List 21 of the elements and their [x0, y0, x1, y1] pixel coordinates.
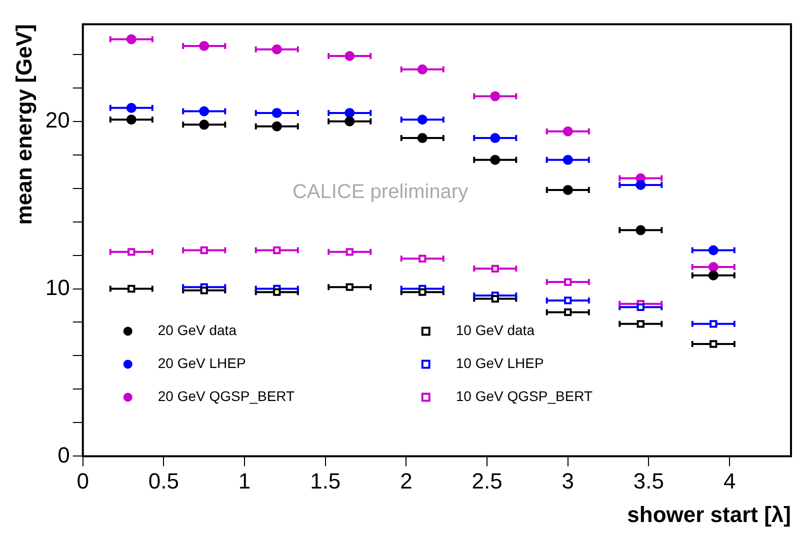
y-axis-title: mean energy [GeV]: [11, 24, 36, 225]
x-tick-label: 2: [400, 468, 412, 494]
legend-label: 20 GeV QGSP_BERT: [158, 388, 296, 404]
y-tick-label: 0: [58, 442, 70, 468]
legend-label: 20 GeV data: [158, 322, 237, 338]
legend-label: 10 GeV LHEP: [456, 355, 544, 372]
legend-label: 10 GeV data: [456, 322, 535, 338]
x-tick-label: 0.5: [148, 468, 180, 494]
x-tick-label: 4: [723, 468, 736, 494]
y-tick-label: 10: [45, 274, 70, 300]
x-axis-title: shower start [λ]: [627, 502, 791, 527]
y-tick-label: 20: [45, 107, 70, 132]
x-tick-label: 3: [562, 468, 574, 494]
x-tick-label: 3.5: [633, 468, 664, 494]
annotation: CALICE preliminary: [292, 181, 468, 204]
x-tick-label: 1.5: [310, 468, 341, 494]
x-tick-label: 2.5: [472, 468, 502, 494]
x-tick-label: 0: [76, 468, 89, 494]
x-tick-label: 1: [238, 468, 251, 494]
legend-label: 20 GeV LHEP: [158, 355, 246, 372]
legend-label: 10 GeV QGSP_BERT: [456, 388, 594, 404]
